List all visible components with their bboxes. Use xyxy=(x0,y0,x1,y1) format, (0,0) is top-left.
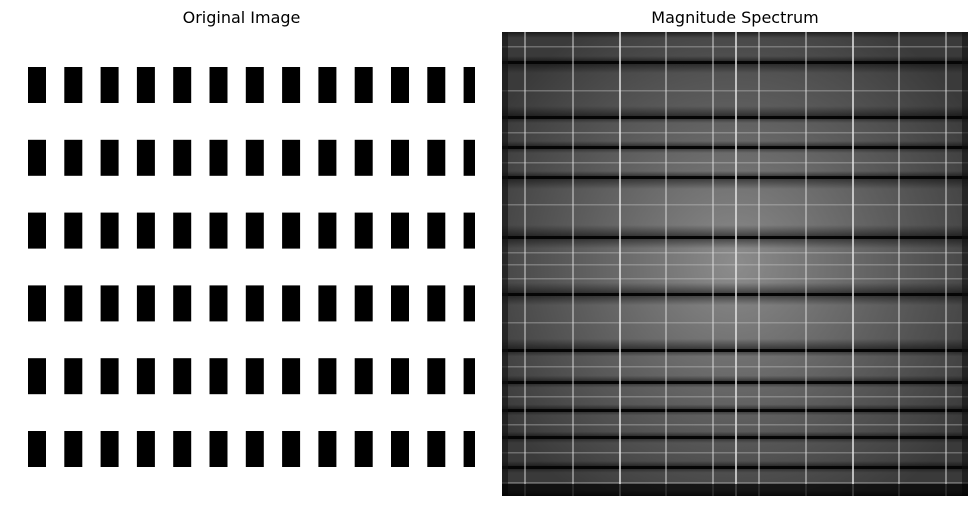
black-rectangle xyxy=(209,285,228,322)
rectangle-grid-image xyxy=(28,67,475,467)
spectrum-vertical-line xyxy=(898,32,900,496)
black-rectangle xyxy=(282,358,301,395)
black-rectangle xyxy=(28,212,46,249)
black-rectangle xyxy=(282,285,301,322)
original-image-title: Original Image xyxy=(182,8,301,27)
black-rectangle xyxy=(64,67,83,103)
black-rectangle xyxy=(136,358,155,395)
spectrum-vertical-line xyxy=(712,32,714,496)
black-rectangle xyxy=(64,285,83,322)
black-rectangle xyxy=(136,212,155,249)
black-rectangle xyxy=(245,285,264,322)
black-rectangle xyxy=(282,212,301,249)
spectrum-vertical-line xyxy=(665,32,667,496)
black-rectangle xyxy=(209,67,228,103)
black-rectangle xyxy=(463,139,475,176)
black-rectangle xyxy=(463,431,475,467)
black-rectangle xyxy=(245,212,264,249)
black-rectangle xyxy=(64,358,83,395)
black-rectangle xyxy=(318,431,337,467)
black-rectangle xyxy=(354,285,373,322)
black-rectangle xyxy=(318,285,337,322)
spectrum-vertical-line xyxy=(735,32,737,496)
black-rectangle xyxy=(282,139,301,176)
black-rectangle xyxy=(136,67,155,103)
black-rectangle xyxy=(173,139,192,176)
black-rectangle xyxy=(136,431,155,467)
spectrum-vertical-line xyxy=(758,32,760,496)
spectrum-left-edge xyxy=(502,32,508,496)
black-rectangle xyxy=(136,139,155,176)
spectrum-vertical-line xyxy=(852,32,854,496)
black-rectangle xyxy=(173,212,192,249)
black-rectangle xyxy=(209,212,228,249)
black-rectangle xyxy=(282,431,301,467)
spectrum-vertical-line xyxy=(805,32,807,496)
original-image-panel xyxy=(8,32,475,496)
black-rectangle xyxy=(318,212,337,249)
black-rectangle xyxy=(28,67,46,103)
black-rectangle xyxy=(64,212,83,249)
black-rectangle xyxy=(391,212,409,249)
black-rectangle xyxy=(245,67,264,103)
black-rectangle xyxy=(245,358,264,395)
black-rectangle xyxy=(463,285,475,322)
black-rectangle xyxy=(100,431,119,467)
black-rectangle xyxy=(173,358,192,395)
black-rectangle xyxy=(100,139,119,176)
black-rectangle xyxy=(463,67,475,103)
black-rectangle xyxy=(354,358,373,395)
black-rectangle xyxy=(463,212,475,249)
spectrum-vertical-line xyxy=(572,32,574,496)
black-rectangle xyxy=(173,285,192,322)
magnitude-spectrum-title: Magnitude Spectrum xyxy=(651,8,819,27)
black-rectangle xyxy=(245,139,264,176)
black-rectangle xyxy=(28,139,46,176)
black-rectangle xyxy=(391,431,409,467)
black-rectangle xyxy=(354,212,373,249)
black-rectangle xyxy=(354,139,373,176)
black-rectangle xyxy=(463,358,475,395)
black-rectangle xyxy=(427,67,446,103)
black-rectangle xyxy=(391,358,409,395)
black-rectangle xyxy=(209,358,228,395)
spectrum-right-edge xyxy=(962,32,968,496)
black-rectangle xyxy=(100,285,119,322)
black-rectangle xyxy=(64,431,83,467)
black-rectangle xyxy=(318,67,337,103)
black-rectangle xyxy=(391,139,409,176)
black-rectangle xyxy=(427,212,446,249)
black-rectangle xyxy=(391,285,409,322)
black-rectangle xyxy=(100,212,119,249)
black-rectangle xyxy=(318,358,337,395)
black-rectangle xyxy=(173,431,192,467)
black-rectangle xyxy=(100,358,119,395)
black-rectangle xyxy=(28,358,46,395)
black-rectangle xyxy=(209,139,228,176)
black-rectangle xyxy=(354,67,373,103)
spectrum-vertical-line xyxy=(619,32,621,496)
black-rectangle xyxy=(136,285,155,322)
spectrum-bottom-edge xyxy=(502,484,968,496)
black-rectangle xyxy=(245,431,264,467)
black-rectangle xyxy=(209,431,228,467)
magnitude-spectrum-panel xyxy=(502,32,968,496)
black-rectangle xyxy=(64,139,83,176)
black-rectangle xyxy=(282,67,301,103)
black-rectangle xyxy=(28,431,46,467)
black-rectangle xyxy=(427,285,446,322)
black-rectangle xyxy=(173,67,192,103)
black-rectangle xyxy=(28,285,46,322)
black-rectangle xyxy=(354,431,373,467)
black-rectangle xyxy=(100,67,119,103)
black-rectangle xyxy=(427,358,446,395)
spectrum-image xyxy=(502,32,968,496)
black-rectangle xyxy=(427,139,446,176)
spectrum-vertical-line xyxy=(524,32,526,496)
black-rectangle xyxy=(391,67,409,103)
black-rectangle xyxy=(427,431,446,467)
black-rectangle xyxy=(318,139,337,176)
spectrum-vertical-line xyxy=(945,32,947,496)
